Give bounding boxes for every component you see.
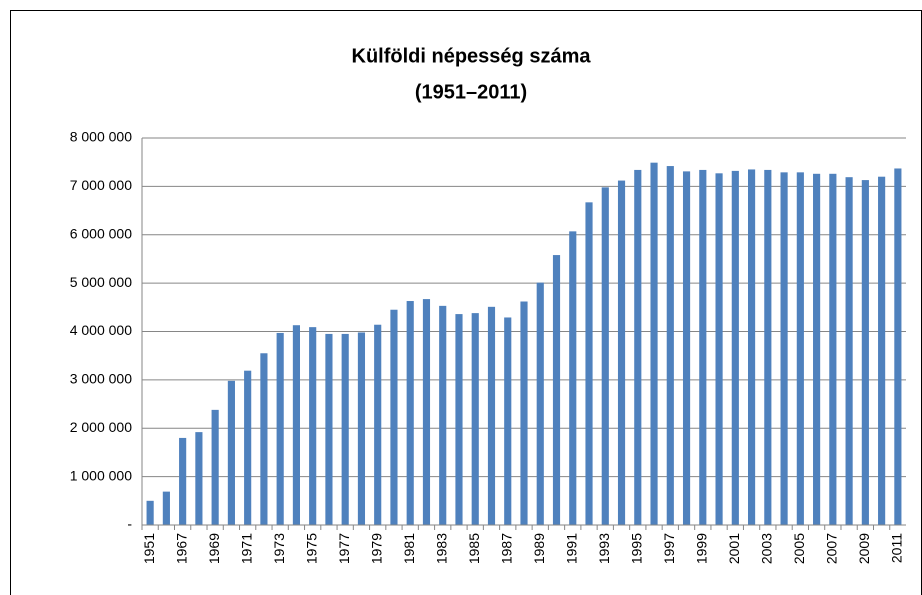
bar <box>422 299 431 525</box>
bar <box>390 309 398 525</box>
bar <box>747 169 756 525</box>
bar <box>455 314 463 525</box>
bar <box>325 333 333 525</box>
x-tick-label: 1973 <box>271 533 287 564</box>
y-tick-label: 2 000 000 <box>70 419 132 435</box>
x-tick-label: 1989 <box>531 533 547 564</box>
y-tick-label: 8 000 000 <box>70 129 132 145</box>
bar <box>650 162 658 525</box>
bar <box>487 306 496 525</box>
bar <box>585 202 593 525</box>
y-tick-label: 5 000 000 <box>70 274 132 290</box>
x-tick-label: 2001 <box>726 533 742 564</box>
x-tick-label: 2007 <box>824 533 840 564</box>
bar <box>634 169 642 526</box>
bar <box>520 301 528 525</box>
x-tick-label: 1969 <box>206 533 222 564</box>
x-tick-label: 1997 <box>661 533 677 564</box>
x-tick-label: 1967 <box>173 533 189 564</box>
bar <box>829 173 837 526</box>
x-tick-label: 1999 <box>694 533 710 564</box>
y-tick-label: 6 000 000 <box>70 225 132 241</box>
y-tick-label: - <box>127 516 132 532</box>
x-tick-label: 2009 <box>856 533 872 564</box>
bar <box>552 255 561 525</box>
bar <box>682 171 691 525</box>
bar <box>569 231 577 525</box>
bar <box>244 370 252 525</box>
bar <box>309 327 317 525</box>
y-tick-label: 1 000 000 <box>70 467 132 483</box>
bar <box>211 409 219 525</box>
bar <box>406 301 414 525</box>
bar <box>845 177 853 525</box>
bar <box>341 333 349 525</box>
x-tick-label: 2011 <box>889 533 905 563</box>
x-tick-label: 1985 <box>466 533 482 564</box>
bar <box>796 172 804 525</box>
bar <box>715 173 723 525</box>
x-tick-label: 2003 <box>759 533 775 564</box>
x-tick-label: 1977 <box>336 533 352 564</box>
x-tick-label: 1991 <box>563 533 579 564</box>
bar <box>536 282 544 525</box>
bar <box>179 437 187 525</box>
y-tick-label: 7 000 000 <box>70 177 132 193</box>
bar <box>878 176 886 525</box>
bar <box>357 332 366 525</box>
bar <box>731 170 739 525</box>
chart-title: Külföldi népesség száma <box>352 45 592 67</box>
bar <box>601 187 609 525</box>
bar <box>146 500 154 525</box>
bar <box>861 180 869 525</box>
x-tick-label: 1979 <box>368 533 384 564</box>
bar <box>504 317 512 525</box>
bar <box>292 325 301 525</box>
bar <box>471 313 479 525</box>
bar <box>894 168 902 525</box>
bar <box>162 491 170 525</box>
x-tick-label: 1975 <box>303 533 319 564</box>
bar <box>617 180 626 525</box>
bar <box>276 332 284 525</box>
x-tick-label: 1971 <box>238 533 254 564</box>
bar <box>260 353 268 525</box>
x-tick-label: 2005 <box>791 533 807 564</box>
x-tick-label: 1981 <box>401 533 417 564</box>
bar <box>764 169 772 526</box>
bar <box>439 305 447 525</box>
bar <box>666 166 674 525</box>
y-tick-label: 4 000 000 <box>70 322 132 338</box>
y-tick-label: 3 000 000 <box>70 371 132 387</box>
bar <box>813 173 821 526</box>
bar <box>699 169 707 526</box>
bar <box>227 380 235 525</box>
x-tick-label: 1995 <box>628 533 644 564</box>
x-tick-label: 1987 <box>498 533 514 564</box>
x-tick-label: 1951 <box>141 533 157 564</box>
x-tick-label: 1983 <box>433 533 449 564</box>
chart-subtitle: (1951–2011) <box>415 81 527 103</box>
x-tick-label: 1993 <box>596 533 612 564</box>
bar <box>195 432 203 525</box>
bar <box>374 324 382 525</box>
bar <box>780 172 788 525</box>
